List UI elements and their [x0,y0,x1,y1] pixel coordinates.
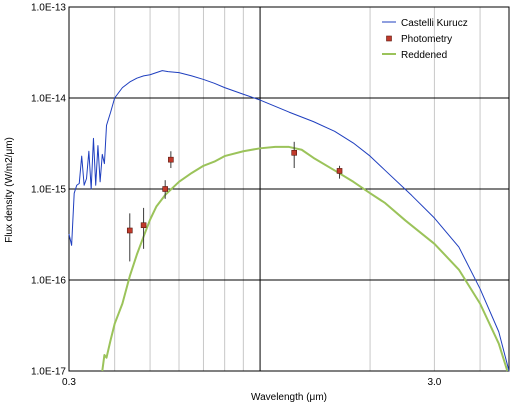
series-lines [68,70,510,372]
y-tick-label: 1.0E-15 [31,185,66,196]
series-line-reddened [101,145,509,372]
legend-label-reddened: Reddened [401,50,447,61]
y-tick-label: 1.0E-17 [31,367,66,378]
legend: Castelli Kurucz Photometry Reddened [382,18,468,61]
x-tick-label: 3.0 [427,377,441,388]
photometry-point [336,168,343,174]
photometry-point [291,149,298,156]
y-tick-label: 1.0E-14 [31,94,66,105]
y-tick-label: 1.0E-13 [31,3,66,14]
photometry-point [168,156,174,163]
photometry-point [140,222,147,229]
axes: 1.0E-13 1.0E-14 1.0E-15 1.0E-16 1.0E-170.3 3.… [31,3,442,389]
series-line-castelli-kurucz [68,70,510,372]
legend-label-castelli: Castelli Kurucz [401,18,468,29]
legend-label-photometry: Photometry [401,34,452,45]
photometry-point [126,227,133,234]
grid-lines [69,6,509,372]
y-tick-label: 1.0E-16 [31,276,66,287]
photometry-point [162,186,168,192]
y-axis-title: Flux density (W/m2/μm) [4,137,15,243]
photometry-points [126,141,343,262]
x-tick-label: 0.3 [62,377,76,388]
x-axis-title: Wavelength (μm) [251,392,327,403]
legend-swatch-photometry [386,35,392,42]
